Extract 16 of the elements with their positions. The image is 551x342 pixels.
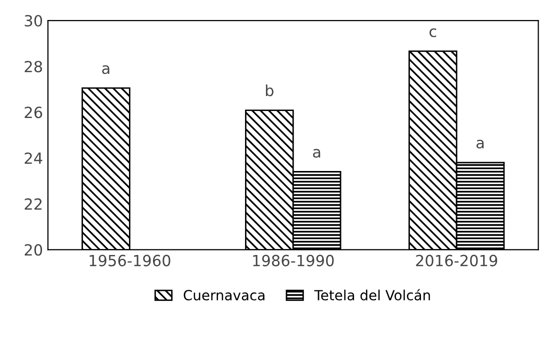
- y-tick-label: 24: [24, 152, 42, 164]
- annotation: a: [476, 140, 484, 149]
- y-tick-label: 20: [24, 244, 42, 256]
- annotation: a: [313, 148, 320, 158]
- y-tick-label: 30: [24, 14, 42, 27]
- annotation: a: [102, 65, 110, 74]
- x-tick-label: 1986-1990: [253, 254, 334, 266]
- legend-label: Tetela del Volcán: [314, 289, 430, 300]
- x-tick-label: 2016-2019: [416, 254, 498, 266]
- annotation: b: [266, 84, 274, 96]
- x-tick-label: 1956-1960: [90, 254, 170, 266]
- legend-label: Cuernavaca: [184, 290, 264, 300]
- y-tick-label: 28: [24, 60, 42, 72]
- annotation: c: [430, 28, 436, 38]
- y-tick-label: 22: [24, 198, 42, 210]
- y-tick-label: 26: [24, 106, 42, 118]
